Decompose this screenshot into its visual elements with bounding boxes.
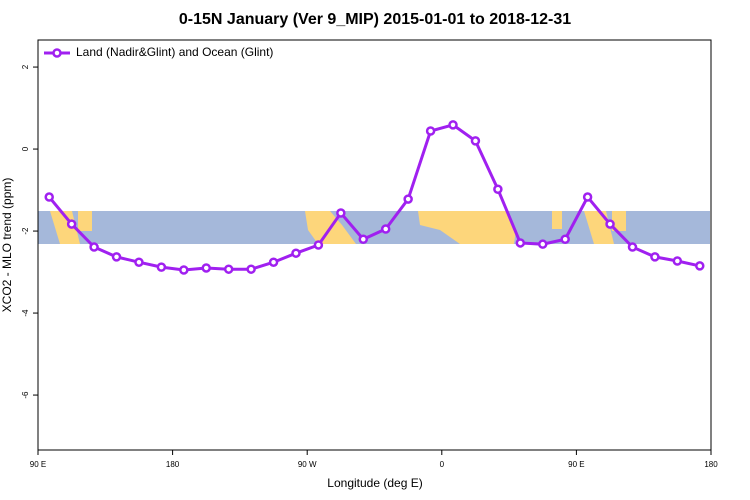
point: [493, 184, 503, 194]
point: [156, 262, 167, 272]
point: [179, 265, 189, 275]
point: [336, 208, 346, 218]
point: [695, 261, 705, 271]
point: [358, 234, 369, 245]
point: [246, 264, 256, 274]
point: [111, 252, 122, 262]
point: [672, 256, 683, 266]
point: [515, 238, 526, 248]
point: [470, 136, 481, 146]
point: [380, 224, 391, 234]
point: [223, 264, 234, 274]
point: [201, 263, 211, 273]
x-tick-label: 180: [166, 460, 180, 469]
chart-title: 0-15N January (Ver 9_MIP) 2015-01-01 to …: [179, 11, 571, 28]
line: [48, 123, 701, 272]
point: [605, 219, 615, 229]
point: [448, 120, 458, 130]
point: [291, 248, 301, 258]
point: [313, 240, 324, 250]
point: [134, 257, 144, 267]
plot-frame: [37, 39, 712, 451]
point: [89, 242, 99, 252]
x-axis-label: Longitude (deg E): [327, 476, 422, 490]
x-tick-label: 0: [440, 460, 445, 469]
x-tick-label: 90 W: [298, 460, 317, 469]
y-tick-label: -2: [21, 227, 30, 235]
point: [538, 239, 548, 249]
x-tick-label: 90 E: [568, 460, 584, 469]
point: [650, 252, 660, 262]
point: [425, 126, 436, 136]
point: [66, 219, 77, 229]
point: [44, 192, 54, 202]
y-tick-label: -4: [21, 309, 30, 317]
point: [268, 257, 279, 267]
point: [403, 194, 413, 204]
legend-marker: [52, 48, 62, 58]
y-tick-label: 0: [21, 146, 30, 151]
x-tick-label: 90 E: [30, 460, 46, 469]
point: [627, 242, 638, 252]
point: [560, 234, 570, 245]
y-axis-label: XCO2 - MLO trend (ppm): [0, 178, 14, 313]
y-tick-label: 2: [21, 64, 30, 69]
legend-label: Land (Nadir&Glint) and Ocean (Glint): [76, 45, 273, 59]
point: [582, 192, 593, 202]
x-tick-label: 180: [704, 460, 718, 469]
y-tick-label: -6: [21, 391, 30, 399]
